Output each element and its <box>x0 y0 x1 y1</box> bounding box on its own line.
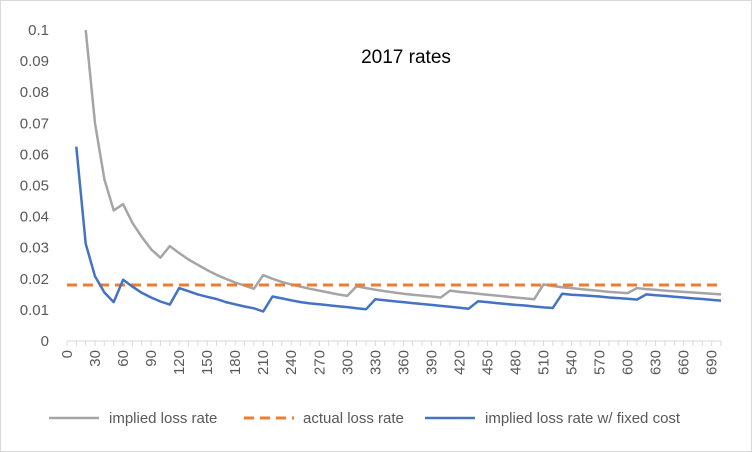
x-tick-label: 390 <box>423 350 440 375</box>
x-tick-label: 180 <box>227 350 244 375</box>
x-tick-label: 330 <box>367 350 384 375</box>
x-tick-label: 540 <box>564 350 581 375</box>
x-tick-label: 120 <box>171 350 188 375</box>
y-tick-label: 0.1 <box>28 22 49 39</box>
x-tick-label: 510 <box>535 350 552 375</box>
series-line-1 <box>84 29 722 301</box>
x-tick-label: 90 <box>143 350 160 367</box>
x-tick-label: 270 <box>311 350 328 375</box>
x-tick-label: 240 <box>283 350 300 375</box>
x-tick-label: 210 <box>255 350 272 375</box>
x-tick-label: 450 <box>479 350 496 375</box>
x-tick-label: 690 <box>704 350 721 375</box>
x-tick-label: 660 <box>676 350 693 375</box>
y-tick-label: 0.06 <box>20 146 49 163</box>
legend-label-3: implied loss rate w/ fixed cost <box>485 410 681 427</box>
series-line-3 <box>75 146 722 313</box>
y-tick-label: 0.05 <box>20 178 49 195</box>
chart-title: 2017 rates <box>361 47 451 68</box>
x-tick-label: 570 <box>592 350 609 375</box>
plot-area <box>67 29 722 313</box>
x-tick-label: 600 <box>620 350 637 375</box>
y-tick-label: 0 <box>41 333 49 350</box>
y-tick-label: 0.01 <box>20 302 49 319</box>
x-tick-label: 60 <box>115 350 132 367</box>
legend-label-2: actual loss rate <box>303 410 404 427</box>
y-tick-label: 0.03 <box>20 240 49 257</box>
y-tick-label: 0.07 <box>20 115 49 132</box>
x-tick-label: 300 <box>339 350 356 375</box>
x-tick-label: 480 <box>507 350 524 375</box>
x-tick-label: 630 <box>648 350 665 375</box>
y-tick-label: 0.08 <box>20 84 49 101</box>
x-tick-label: 30 <box>87 350 104 367</box>
legend-label-1: implied loss rate <box>109 410 217 427</box>
x-tick-label: 420 <box>451 350 468 375</box>
x-tick-label: 150 <box>199 350 216 375</box>
y-tick-label: 0.09 <box>20 53 49 70</box>
axes: 0 0.01 0.02 0.03 0.04 0.05 0.06 0.07 0.08 0.09 0.1… <box>20 22 722 375</box>
y-tick-label: 0.02 <box>20 271 49 288</box>
legend: implied loss rate actual loss rate implied… <box>49 410 681 427</box>
x-tick-label: 0 <box>59 350 76 358</box>
y-tick-label: 0.04 <box>20 209 49 226</box>
x-tick-label: 360 <box>395 350 412 375</box>
